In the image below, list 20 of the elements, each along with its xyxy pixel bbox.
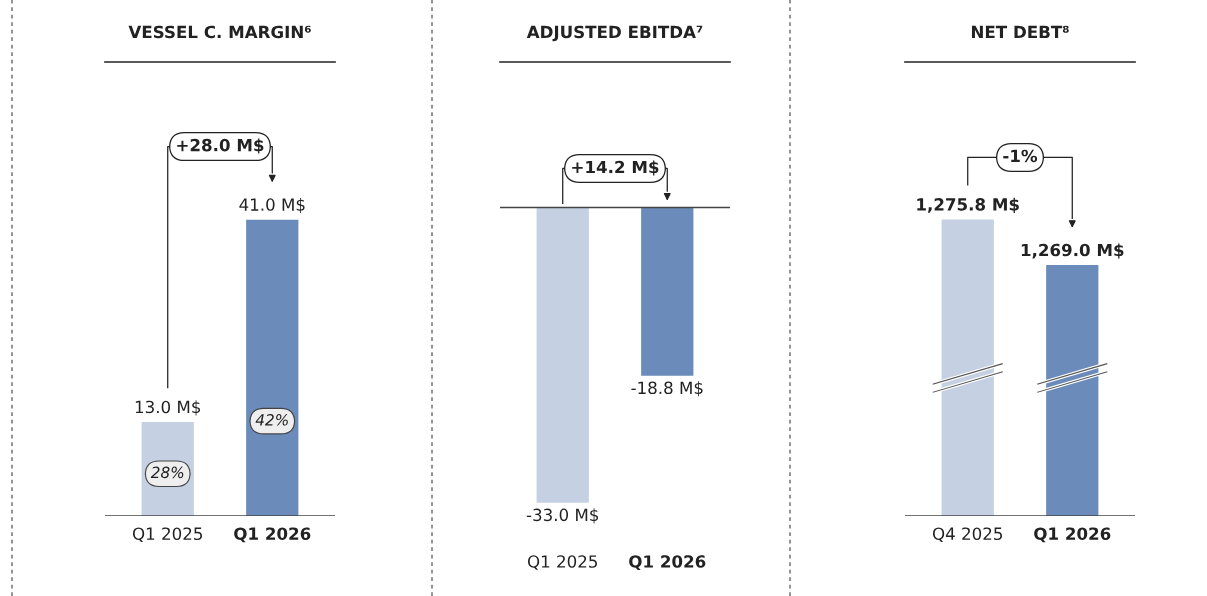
text: +28.0 M$ — [177, 138, 264, 154]
chart-title: NET DEBT⁸ — [971, 25, 1069, 38]
text: +14.2 M$ — [572, 160, 659, 176]
x-tick-label: Q1 2026 — [629, 555, 706, 570]
x-tick-label: Q1 2026 — [1034, 527, 1111, 543]
data-label: 13.0 M$ — [135, 400, 201, 416]
x-tick-label: Q4 2025 — [932, 527, 1002, 542]
data-label: 1,275.8 M$ — [917, 197, 1019, 213]
x-tick-label: Q1 2025 — [527, 555, 597, 570]
data-label: -33.0 M$ — [526, 508, 599, 524]
x-tick-label: Q1 2026 — [234, 527, 311, 543]
annotation: 42% — [255, 414, 288, 426]
chart-title: VESSEL C. MARGIN⁶ — [128, 25, 311, 39]
data-label: 1,269.0 M$ — [1021, 243, 1124, 259]
x-tick-label: Q1 2025 — [132, 527, 202, 542]
data-label: -18.8 M$ — [631, 381, 703, 397]
chart-title: ADJUSTED EBITDA⁷ — [526, 25, 703, 42]
annotation: 28% — [150, 466, 184, 479]
data-label: 41.0 M$ — [239, 197, 305, 214]
text: -1% — [1003, 149, 1038, 163]
